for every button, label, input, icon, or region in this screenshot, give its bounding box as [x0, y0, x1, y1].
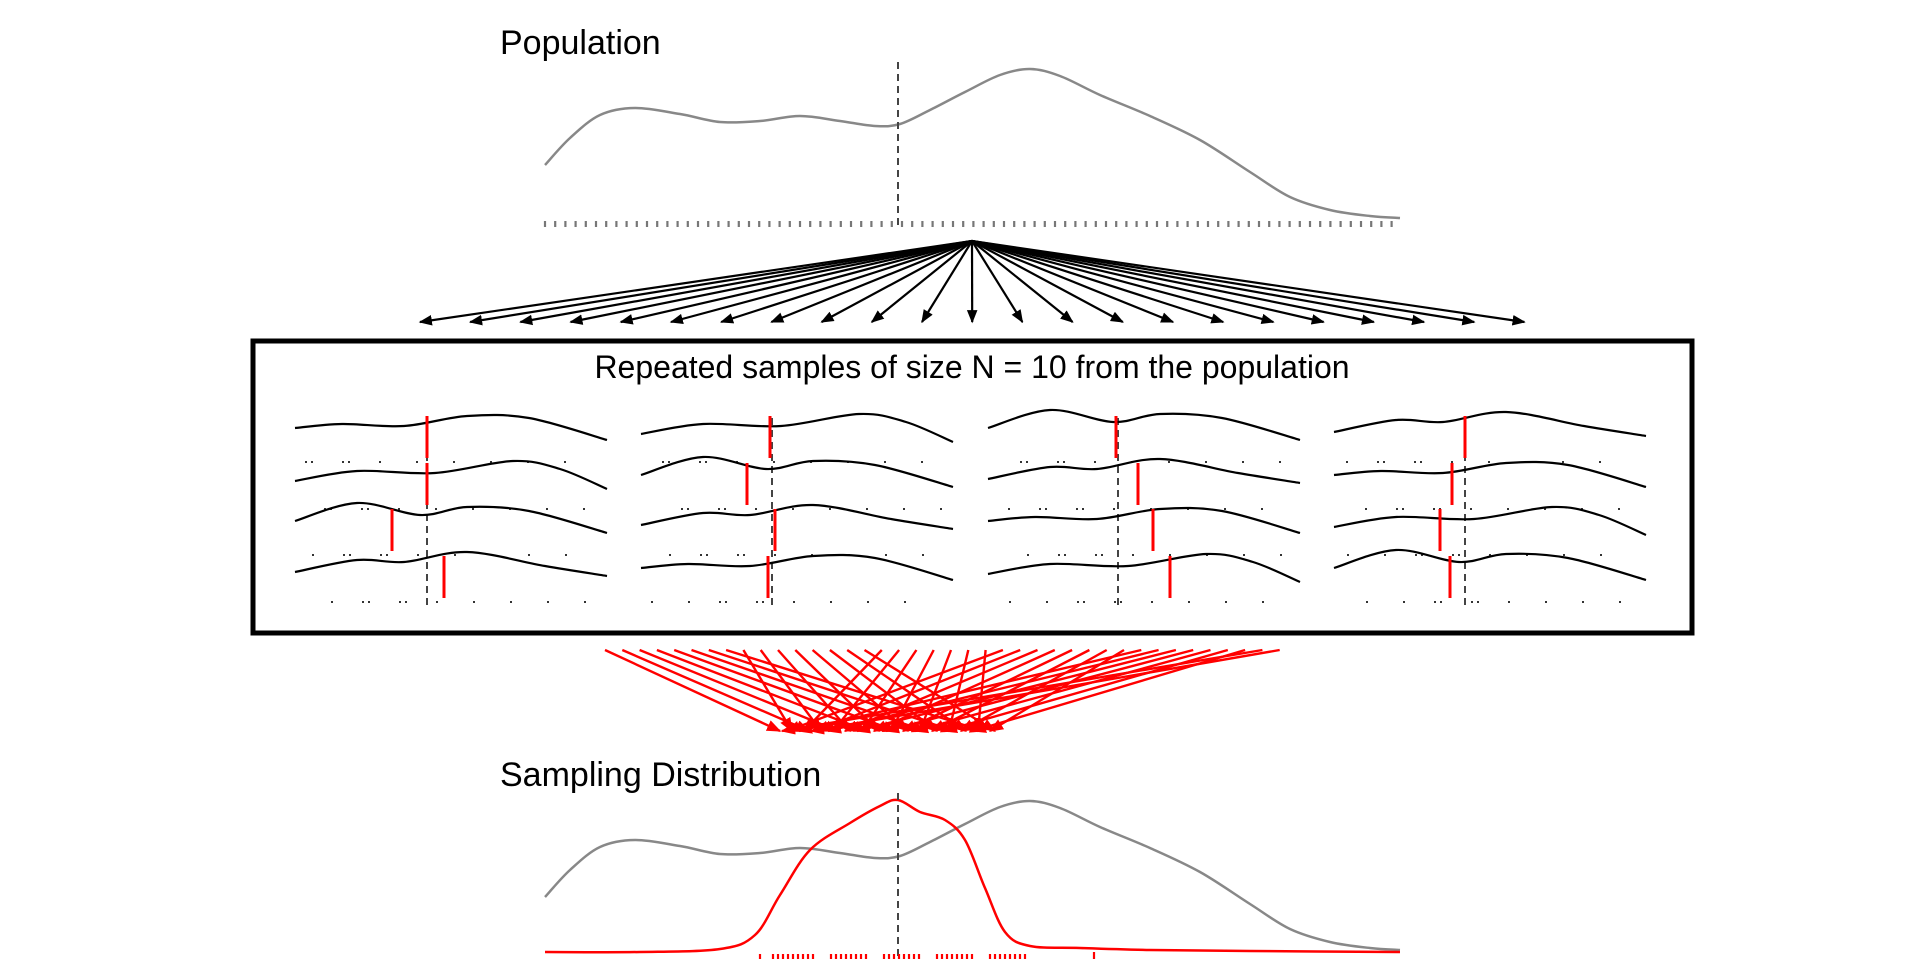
sample-mean-arrows [604, 648, 1280, 735]
sample-mean-arrow [861, 649, 918, 733]
samples-title: Repeated samples of size N = 10 from the… [594, 349, 1349, 385]
sample-density-curve [294, 501, 608, 535]
population-rug [543, 221, 1393, 227]
sample-density-curve [294, 459, 608, 491]
sample-density-curve [1333, 460, 1647, 489]
sampling-distribution-title: Sampling Distribution [500, 756, 821, 794]
sampling-arrow [669, 239, 973, 325]
sampling-arrow [820, 240, 973, 323]
sampling-distribution-curve [544, 798, 1401, 954]
sample-density-curve [1333, 505, 1647, 537]
sample-density-curve [294, 550, 608, 578]
population-density-plot [543, 62, 1401, 227]
sample-density-curve [987, 408, 1301, 442]
sample-density-curve [987, 552, 1301, 584]
sample-mean-arrow [759, 649, 822, 733]
population-title: Population [500, 24, 661, 62]
sample-density-curve [640, 412, 954, 444]
sample-mean-arrow [780, 648, 1263, 735]
sample-density-curve [987, 506, 1301, 535]
sampling-arrow [619, 239, 973, 325]
sampling-arrow [971, 239, 1376, 325]
sample-mean-arrow [930, 648, 1090, 733]
sampling-distribution-rug [758, 952, 1096, 959]
sample-mean-arrow [639, 648, 840, 733]
sample-mean-arrow [901, 648, 1073, 733]
sample-mean-arrow [863, 648, 997, 733]
sampling-arrow [971, 239, 1426, 326]
sample-mean-arrow [814, 648, 1021, 733]
population-density-curve [544, 67, 1401, 220]
sampling-arrow [971, 239, 1526, 326]
sampling-arrow [519, 239, 973, 326]
sampling-distribution-plot [544, 793, 1401, 960]
sampling-arrow [418, 239, 973, 326]
sample-mean-arrow [843, 648, 1038, 733]
sample-mean-arrow [777, 649, 851, 733]
sample-density-plots [294, 408, 1647, 605]
sample-density-curve [294, 413, 608, 442]
sample-density-curve [640, 553, 954, 582]
sampling-arrow [971, 240, 1074, 323]
sample-mean-arrow [889, 649, 935, 733]
sampling-arrow [971, 239, 1175, 324]
sample-mean-arrow [913, 648, 1211, 734]
sampling-arrow [719, 239, 973, 324]
sample-mean-arrow [918, 649, 953, 733]
sample-density-curve [1333, 548, 1647, 582]
sampling-arrow [870, 240, 973, 323]
sample-mean-arrow [829, 649, 939, 732]
sampling-arrow [569, 239, 973, 325]
sampling-arrow [971, 239, 1225, 324]
sample-density-curve [987, 457, 1301, 485]
population-reference-curve [544, 799, 1401, 952]
sample-mean-arrow [846, 649, 968, 732]
sampling-arrow [921, 240, 973, 324]
sampling-arrow [971, 239, 1275, 325]
sample-density-curve [640, 503, 954, 531]
sampling-arrow [971, 239, 1325, 325]
sample-mean-arrow [809, 648, 1280, 735]
sample-density-curve [1333, 410, 1647, 438]
sampling-arrow [770, 239, 973, 324]
sampling-arrow [468, 239, 973, 326]
sample-density-curve [640, 455, 954, 489]
sample-mean-arrow [742, 649, 794, 733]
sample-mean-arrow [832, 649, 901, 733]
sample-mean-arrow [604, 648, 782, 733]
sample-mean-arrow [621, 648, 811, 733]
sampling-arrow [971, 240, 1024, 324]
sample-mean-arrow [785, 648, 1004, 733]
samples-frame [250, 338, 1695, 636]
sampling-arrows [418, 239, 1526, 326]
sample-mean-arrow [872, 648, 1056, 733]
sample-mean-arrow [656, 648, 869, 733]
sample-mean-arrow [803, 649, 883, 733]
sampling-arrow [971, 240, 1124, 323]
sampling-arrow [971, 239, 1476, 326]
